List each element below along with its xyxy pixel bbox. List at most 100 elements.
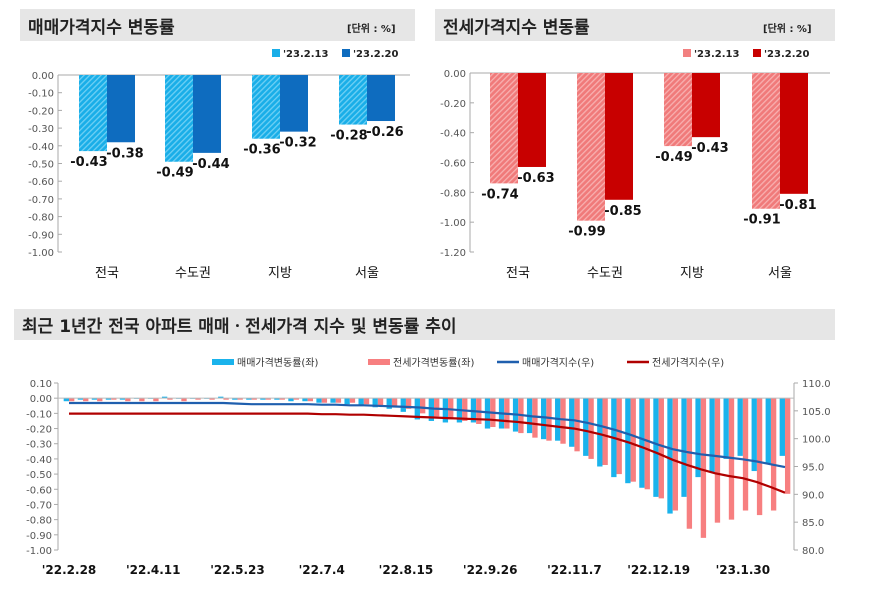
x-tick-label: '22.12.19: [627, 563, 690, 577]
bar-prev: [252, 75, 280, 139]
jeonse-change-bar: [405, 398, 412, 409]
right-y-tick-label: 85.0: [802, 518, 824, 529]
legend-label: 전세가격지수(우): [652, 356, 724, 369]
sale-change-bar: [442, 398, 449, 423]
jeonse-change-bar: [265, 398, 271, 400]
data-label: -0.81: [779, 198, 816, 213]
sale-change-bar: [63, 398, 70, 402]
data-label: -0.43: [70, 155, 107, 170]
y-tick-label: 0.00: [32, 71, 54, 82]
sale-change-bar: [218, 396, 224, 399]
bar-prev: [79, 75, 107, 152]
y-tick-label: -1.00: [28, 248, 54, 259]
sale-change-bar: [358, 398, 364, 406]
data-label: -0.49: [655, 150, 692, 165]
sale-change-bar: [681, 398, 687, 497]
data-label: -0.26: [366, 125, 403, 140]
jeonse-change-bar: [153, 398, 159, 402]
y-tick-label: -0.40: [28, 142, 54, 153]
jeonse-change-bar: [602, 398, 608, 465]
jeonse-change-bar: [349, 398, 356, 403]
bar-cur: [605, 73, 633, 200]
data-label: -0.63: [517, 171, 554, 186]
data-label: -0.74: [481, 187, 518, 202]
legend-swatch: [272, 49, 280, 57]
bar-prev: [165, 75, 193, 162]
left-y-tick-label: -0.80: [26, 516, 52, 527]
x-tick-label: '22.8.15: [379, 563, 434, 577]
legend-label: 전세가격변동률(좌): [393, 356, 475, 369]
right-y-tick-label: 105.0: [802, 407, 831, 418]
sale-change-bar: [428, 398, 435, 421]
sale-index-line: [69, 401, 786, 469]
left-y-tick-label: -0.10: [26, 409, 52, 420]
jeonse-change-bar: [588, 398, 594, 459]
data-label: -0.44: [192, 157, 229, 172]
left-y-tick-label: -0.90: [26, 531, 52, 542]
jeonse-change-bar: [83, 398, 89, 402]
sale-change-bar: [161, 396, 168, 399]
jeonse-change-bar: [532, 398, 538, 438]
jeonse-change-bar: [237, 398, 243, 400]
y-tick-label: -0.80: [28, 213, 54, 224]
left-y-tick-label: 0.00: [30, 394, 52, 405]
sale-change-bar: [695, 398, 701, 478]
left-y-tick-label: -0.30: [26, 440, 52, 451]
jeonse-change-bar: [770, 398, 777, 511]
jeonse-change-bar: [307, 398, 314, 402]
sale-change-bar: [540, 398, 547, 440]
x-tick-label: '22.4.11: [126, 563, 181, 577]
jeonse-change-bar: [111, 398, 117, 400]
x-tick-label: '22.9.26: [463, 563, 518, 577]
x-tick-label: 수도권: [587, 266, 623, 281]
jeonse-change-bar: [69, 398, 75, 402]
jeonse-change-bar: [321, 398, 328, 403]
sale-change-bar: [709, 398, 715, 473]
legend-swatch: [212, 359, 234, 365]
jeonse-change-bar: [223, 398, 229, 400]
jeonse-change-bar: [658, 398, 664, 499]
legend-label: '23.2.20: [764, 49, 809, 60]
jeonse-chart-title: 전세가격지수 변동률: [435, 9, 835, 41]
jeonse-change-bar: [181, 398, 187, 402]
legend-swatch: [753, 49, 761, 57]
left-y-tick-label: -0.70: [26, 500, 52, 511]
sale-change-bar: [77, 398, 84, 400]
x-tick-label: 전국: [95, 266, 119, 281]
y-tick-label: -1.00: [440, 218, 466, 229]
jeonse-unit-label: [단위 : %]: [763, 24, 812, 35]
legend-swatch: [683, 49, 691, 57]
bar-cur: [280, 75, 308, 132]
bar-cur: [518, 73, 546, 167]
sale-change-bar: [232, 398, 238, 400]
jeonse-change-bar: [97, 398, 103, 402]
sale-change-bar: [583, 398, 589, 456]
x-tick-label: 서울: [355, 266, 379, 281]
sale-change-bar: [667, 398, 673, 514]
data-label: -0.99: [568, 225, 605, 240]
sale-change-bar: [344, 398, 350, 405]
sale-change-bar: [119, 398, 126, 400]
sale-change-bar: [751, 398, 757, 472]
x-tick-label: '22.11.7: [547, 563, 602, 577]
sale-change-bar: [569, 398, 575, 447]
jeonse-change-bar: [391, 398, 398, 406]
y-tick-label: -1.20: [440, 248, 466, 259]
jeonse-change-bar: [279, 398, 285, 400]
x-tick-label: '22.2.28: [42, 563, 97, 577]
y-tick-label: -0.40: [440, 129, 466, 140]
y-tick-label: -0.10: [28, 89, 54, 100]
jeonse-change-bar: [784, 398, 791, 494]
jeonse-change-bar: [335, 398, 342, 403]
data-label: -0.38: [106, 146, 143, 161]
data-label: -0.36: [243, 143, 280, 158]
x-tick-label: '22.5.23: [210, 563, 265, 577]
data-label: -0.32: [279, 136, 316, 151]
legend-label: '23.2.13: [283, 49, 328, 60]
sale-change-bar: [246, 398, 252, 400]
x-tick-label: 지방: [680, 266, 704, 281]
jeonse-change-bar: [251, 398, 257, 400]
legend-label: '23.2.20: [353, 49, 398, 60]
bar-cur: [193, 75, 221, 153]
